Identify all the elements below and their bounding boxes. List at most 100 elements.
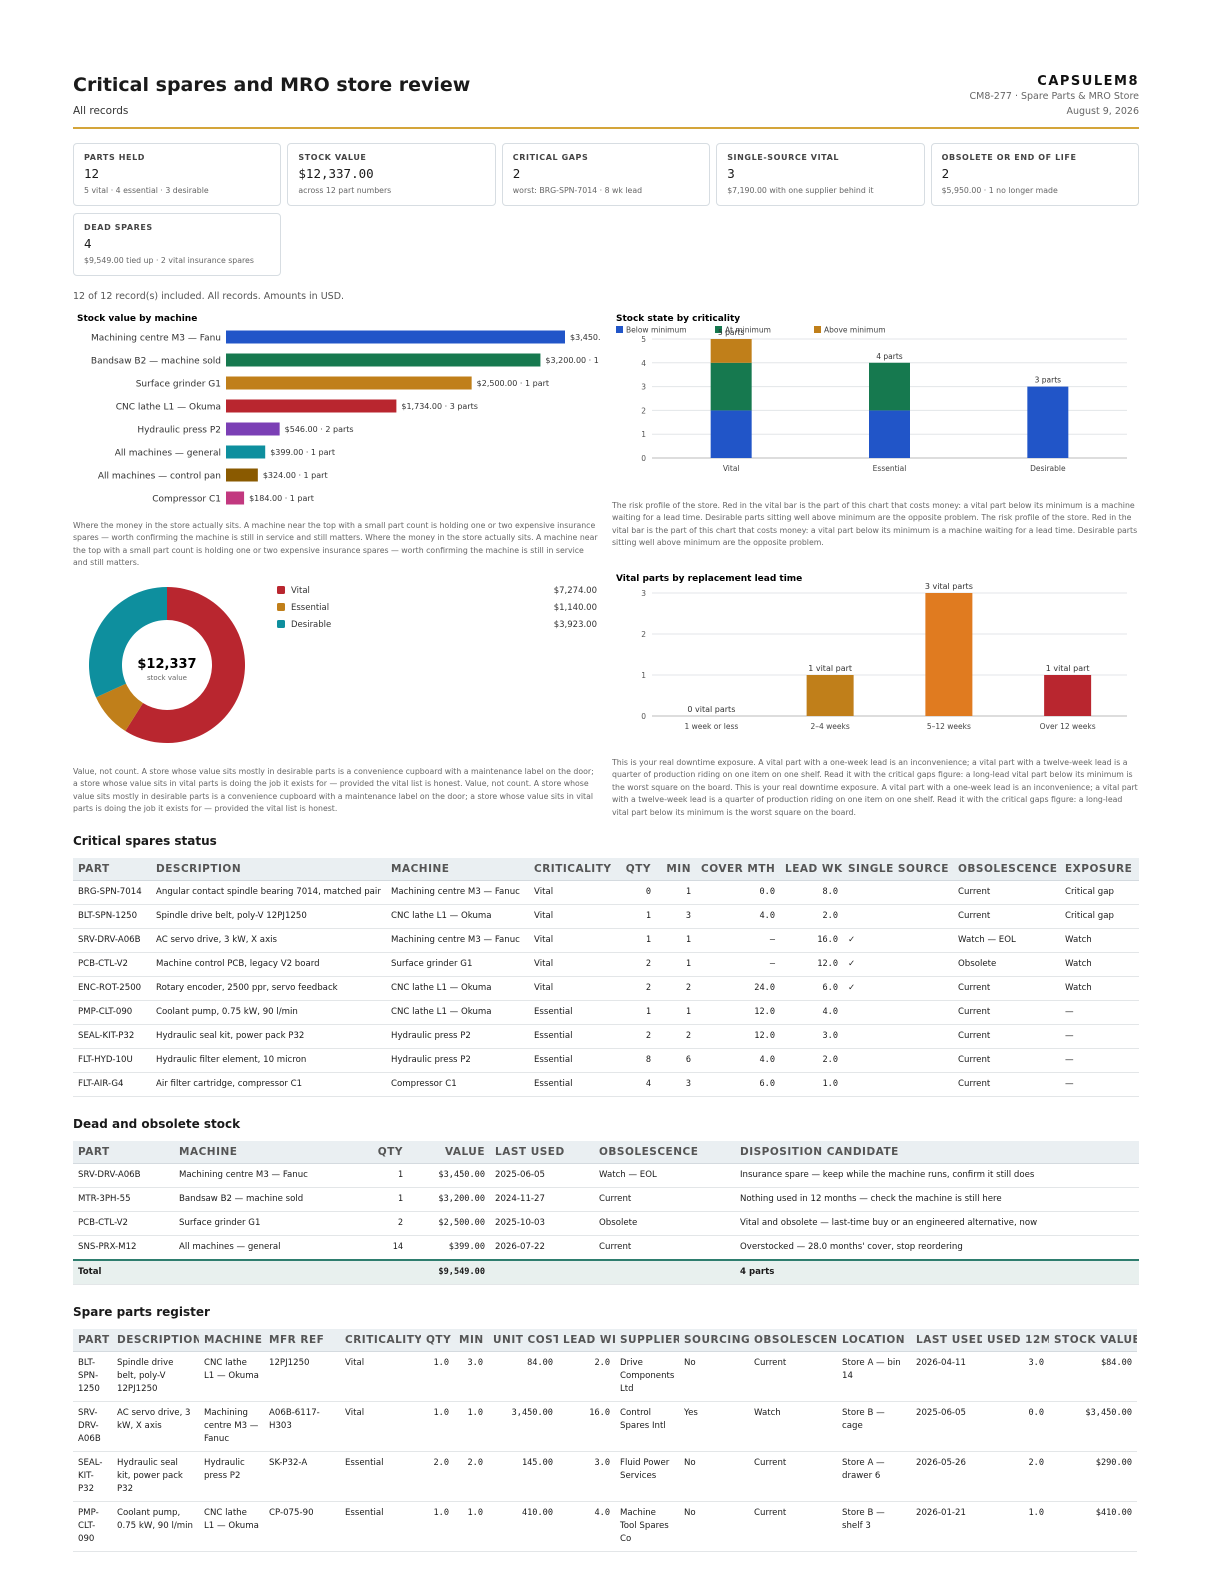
total-row: Total $9,549.00 4 parts: [73, 1259, 1139, 1285]
column-header: SINGLE SOURCE: [843, 858, 953, 881]
legend-swatch: [814, 326, 821, 333]
table-cell: Current: [594, 1235, 735, 1261]
column-header: DESCRIPTION: [112, 1329, 199, 1352]
table-cell: Watch: [1060, 976, 1139, 1001]
table-cell: Machine control PCB, legacy V2 board: [151, 952, 386, 977]
table-cell: Hydraulic press P2: [386, 1024, 529, 1049]
table-cell: Current: [953, 1024, 1060, 1049]
column-header: COVER MTH: [696, 858, 780, 881]
legend-label: Vital: [291, 586, 310, 596]
table-cell: Hydraulic press P2: [386, 1048, 529, 1073]
table-cell: [843, 1024, 953, 1049]
data-table: PART MACHINE QTY VALUE LAST USED OBSOLESCENCE…: [73, 1141, 1139, 1285]
column-header: LAST USED: [490, 1141, 594, 1164]
table-head: PART MACHINE QTY VALUE LAST USED OBSOLESCENCE…: [73, 1141, 1139, 1164]
table-row: SRV-DRV-A06B AC servo drive, 3 kW, X axis…: [73, 928, 1139, 953]
legend-value: $7,274.00: [554, 586, 597, 596]
chart-caption: The risk profile of the store. Red in th…: [612, 501, 1138, 548]
table-cell: Critical gap: [1060, 904, 1139, 929]
legend-value: $1,140.00: [554, 603, 597, 613]
kpi-value: 2: [512, 166, 521, 181]
legend-label: Below minimum: [626, 326, 687, 335]
bar: [226, 468, 258, 482]
total-label: 5 parts: [718, 328, 745, 337]
table-cell: Vital: [529, 928, 619, 953]
chart-title: Stock state by criticality: [616, 314, 740, 324]
x-tick-label: 2–4 weeks: [810, 722, 849, 731]
table-body: BRG-SPN-7014 Angular contact spindle bear…: [73, 880, 1139, 1097]
table-cell: $2,500.00: [408, 1211, 490, 1236]
brand: CAPSULEM8: [1037, 74, 1139, 89]
table-cell: 0.0: [696, 880, 780, 905]
column-header: VALUE: [408, 1141, 490, 1164]
table-cell: 1: [619, 904, 656, 929]
table-cell: 2: [656, 1024, 696, 1049]
table-cell: –: [696, 928, 780, 953]
table-cell: 84.00: [488, 1351, 558, 1402]
table-cell: Coolant pump, 0.75 kW, 90 l/min: [151, 1000, 386, 1025]
column-header: STOCK VALUE: [1049, 1329, 1137, 1352]
table-cell: 2.0: [454, 1451, 488, 1502]
table-cell: Vital and obsolete — last-time buy or an…: [735, 1211, 1139, 1236]
reference: CM8-277 · Spare Parts & MRO Store: [969, 91, 1140, 102]
table-cell: 2.0: [558, 1351, 615, 1402]
total-value: $9,549.00: [408, 1259, 490, 1285]
table-cell: 6.0: [696, 1072, 780, 1097]
legend-label: At minimum: [725, 326, 771, 335]
table-cell: 6.0: [780, 976, 843, 1001]
table-cell: 2: [365, 1211, 408, 1236]
table-row: ENC-ROT-2500 Rotary encoder, 2500 ppr, se…: [73, 976, 1139, 1001]
y-tick-label: 5: [641, 335, 646, 344]
table-cell: SRV-DRV-A06B: [73, 1163, 174, 1188]
column-header: CRITICALITY: [529, 858, 619, 881]
table-cell: CNC lathe L1 — Okuma: [386, 904, 529, 929]
x-tick-label: Over 12 weeks: [1040, 722, 1096, 731]
scope-note: 12 of 12 record(s) included. All records…: [73, 291, 345, 302]
table-cell: $410.00: [1049, 1501, 1137, 1552]
table-cell: AC servo drive, 3 kW, X axis: [151, 928, 386, 953]
table-cell: FLT-HYD-10U: [73, 1048, 151, 1073]
table-cell: 2025-10-03: [490, 1211, 594, 1236]
y-tick-label: 0: [641, 454, 646, 463]
y-tick-label: 1: [641, 430, 646, 439]
table-cell: Machine Tool Spares Co: [615, 1501, 679, 1552]
table-cell: Essential: [340, 1501, 421, 1552]
chart: Stock state by criticality Below minimum A…: [616, 314, 1127, 473]
bar-segment: [1027, 386, 1069, 458]
table-cell: Yes: [679, 1401, 749, 1452]
y-tick-label: 3: [641, 589, 646, 598]
bar-segment: [710, 339, 752, 363]
table-cell: 8.0: [780, 880, 843, 905]
table-cell: 8: [619, 1048, 656, 1073]
table-cell: MTR-3PH-55: [73, 1187, 174, 1212]
table-cell: All machines — general: [174, 1235, 365, 1261]
table-cell: Current: [953, 904, 1060, 929]
table-title: Critical spares status: [73, 834, 217, 848]
table-cell: Store A — bin 14: [837, 1351, 911, 1402]
column-header: MACHINE: [199, 1329, 264, 1352]
table-head: PART DESCRIPTION MACHINE MFR REF CRITICALITY…: [73, 1329, 1137, 1352]
table-cell: [843, 1072, 953, 1097]
bar-segment: [710, 362, 752, 411]
column-header: OBSOLESCENCE: [749, 1329, 837, 1352]
table-cell: Machining centre M3 — Fanuc: [386, 880, 529, 905]
bar: [925, 593, 973, 716]
column-header: CRITICALITY: [340, 1329, 421, 1352]
value-label: $546.00 · 2 parts: [285, 425, 354, 434]
table-cell: 2025-06-05: [490, 1163, 594, 1188]
table-cell: Current: [594, 1187, 735, 1212]
table-cell: 3: [656, 904, 696, 929]
table-cell: 2.0: [421, 1451, 454, 1502]
table-cell: Watch — EOL: [953, 928, 1060, 953]
table-cell: 2024-11-27: [490, 1187, 594, 1212]
kpi-detail: $9,549.00 tied up · 2 vital insurance sp…: [84, 256, 254, 265]
table-cell: Machining centre M3 — Fanuc: [386, 928, 529, 953]
table-cell: SRV-DRV-A06B: [73, 928, 151, 953]
total-label: 3 parts: [1035, 376, 1062, 385]
table-cell: AC servo drive, 3 kW, X axis: [112, 1401, 199, 1452]
table-cell: Vital: [529, 880, 619, 905]
value-label: 3 vital parts: [925, 582, 973, 591]
bar-segment: [869, 362, 910, 411]
